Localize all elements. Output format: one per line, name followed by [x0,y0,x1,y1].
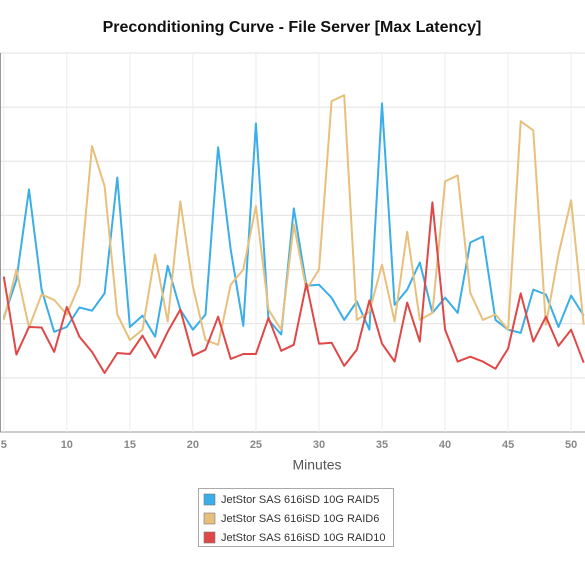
x-tick-label: 35 [376,439,388,451]
x-axis-label: Minutes [292,457,341,473]
x-tick-label: 25 [250,439,262,451]
legend-label: JetStor SAS 616iSD 10G RAID10 [221,532,385,544]
x-tick-label: 30 [313,439,325,451]
series-line [2,201,585,374]
x-tick-label: 45 [502,439,514,451]
legend-label: JetStor SAS 616iSD 10G RAID5 [221,494,379,506]
x-tick-label: 20 [187,439,199,451]
x-tick-label: 5 [1,439,7,451]
chart-title: Preconditioning Curve - File Server [Max… [103,19,482,36]
x-tick-label: 40 [439,439,451,451]
legend-swatch [203,493,216,506]
legend-swatch [203,531,216,544]
x-tick-label: 50 [565,439,577,451]
series-line [2,94,585,346]
legend-box [198,488,394,547]
legend-label: JetStor SAS 616iSD 10G RAID6 [221,513,379,525]
x-tick-label: 10 [61,439,73,451]
legend-swatch [203,512,216,525]
series-line [2,102,585,338]
x-tick-label: 15 [124,439,136,451]
